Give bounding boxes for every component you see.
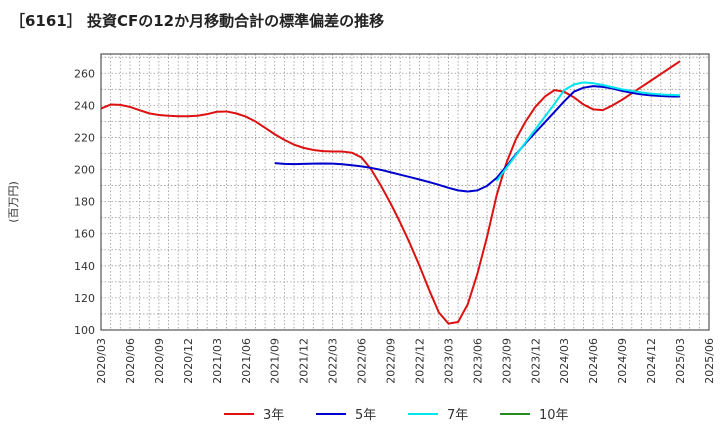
x-tick-label: 2023/06 bbox=[471, 338, 484, 384]
x-tick-label: 2025/03 bbox=[674, 338, 687, 384]
y-tick-label: 220 bbox=[74, 131, 95, 144]
y-axis-label: (百万円) bbox=[7, 181, 20, 223]
y-tick-label: 260 bbox=[74, 67, 95, 80]
legend: 3年 5年 7年 10年 bbox=[224, 408, 569, 423]
legend-item: 3年 bbox=[224, 408, 284, 423]
x-tick-label: 2021/03 bbox=[211, 338, 224, 384]
x-tick-label: 2023/03 bbox=[442, 338, 455, 384]
x-tick-label: 2024/06 bbox=[587, 338, 600, 384]
plot-area-border bbox=[100, 53, 710, 331]
y-tick-label: 100 bbox=[74, 324, 95, 337]
x-tick-label: 2020/06 bbox=[124, 338, 137, 384]
y-tick-label: 120 bbox=[74, 292, 95, 305]
legend-item: 10年 bbox=[500, 408, 569, 423]
y-tick-label: 160 bbox=[74, 228, 95, 241]
x-tick-label: 2022/06 bbox=[356, 338, 369, 384]
x-tick-label: 2020/12 bbox=[182, 338, 195, 384]
x-tick-label: 2024/12 bbox=[645, 338, 658, 384]
y-tick-label: 200 bbox=[74, 164, 95, 177]
y-axis-ticks: 100 120 140 160 180 200 220 240 260 bbox=[74, 67, 95, 337]
series-line-5年 bbox=[274, 85, 681, 193]
y-tick-label: 240 bbox=[74, 99, 95, 112]
x-tick-label: 2021/09 bbox=[269, 338, 282, 384]
x-axis-ticks: 2020/03 2020/06 2020/09 2020/12 2021/03 2021/… bbox=[95, 338, 716, 384]
x-tick-label: 2023/12 bbox=[529, 338, 542, 384]
x-tick-label: 2021/06 bbox=[240, 338, 253, 384]
legend-item: 7年 bbox=[408, 408, 468, 423]
legend-label: 5年 bbox=[355, 408, 376, 423]
series-line-7年 bbox=[495, 81, 681, 182]
y-tick-label: 140 bbox=[74, 260, 95, 273]
series-lines bbox=[100, 60, 681, 325]
x-tick-label: 2025/06 bbox=[703, 338, 716, 384]
legend-label: 10年 bbox=[539, 408, 569, 423]
chart-title: ［6161］ 投資CFの12か月移動合計の標準偏差の推移 bbox=[10, 12, 385, 30]
x-tick-label: 2022/12 bbox=[413, 338, 426, 384]
x-tick-label: 2023/09 bbox=[500, 338, 513, 384]
series-line-3年 bbox=[100, 60, 681, 325]
x-tick-label: 2024/03 bbox=[558, 338, 571, 384]
legend-item: 5年 bbox=[316, 408, 376, 423]
x-tick-label: 2021/12 bbox=[298, 338, 311, 384]
grid-lines bbox=[101, 54, 709, 330]
legend-label: 3年 bbox=[263, 408, 284, 423]
x-tick-label: 2022/03 bbox=[327, 338, 340, 384]
x-tick-label: 2024/09 bbox=[616, 338, 629, 384]
x-tick-label: 2022/09 bbox=[385, 338, 398, 384]
legend-label: 7年 bbox=[447, 408, 468, 423]
y-tick-label: 180 bbox=[74, 196, 95, 209]
x-tick-label: 2020/09 bbox=[153, 338, 166, 384]
x-tick-label: 2020/03 bbox=[95, 338, 108, 384]
